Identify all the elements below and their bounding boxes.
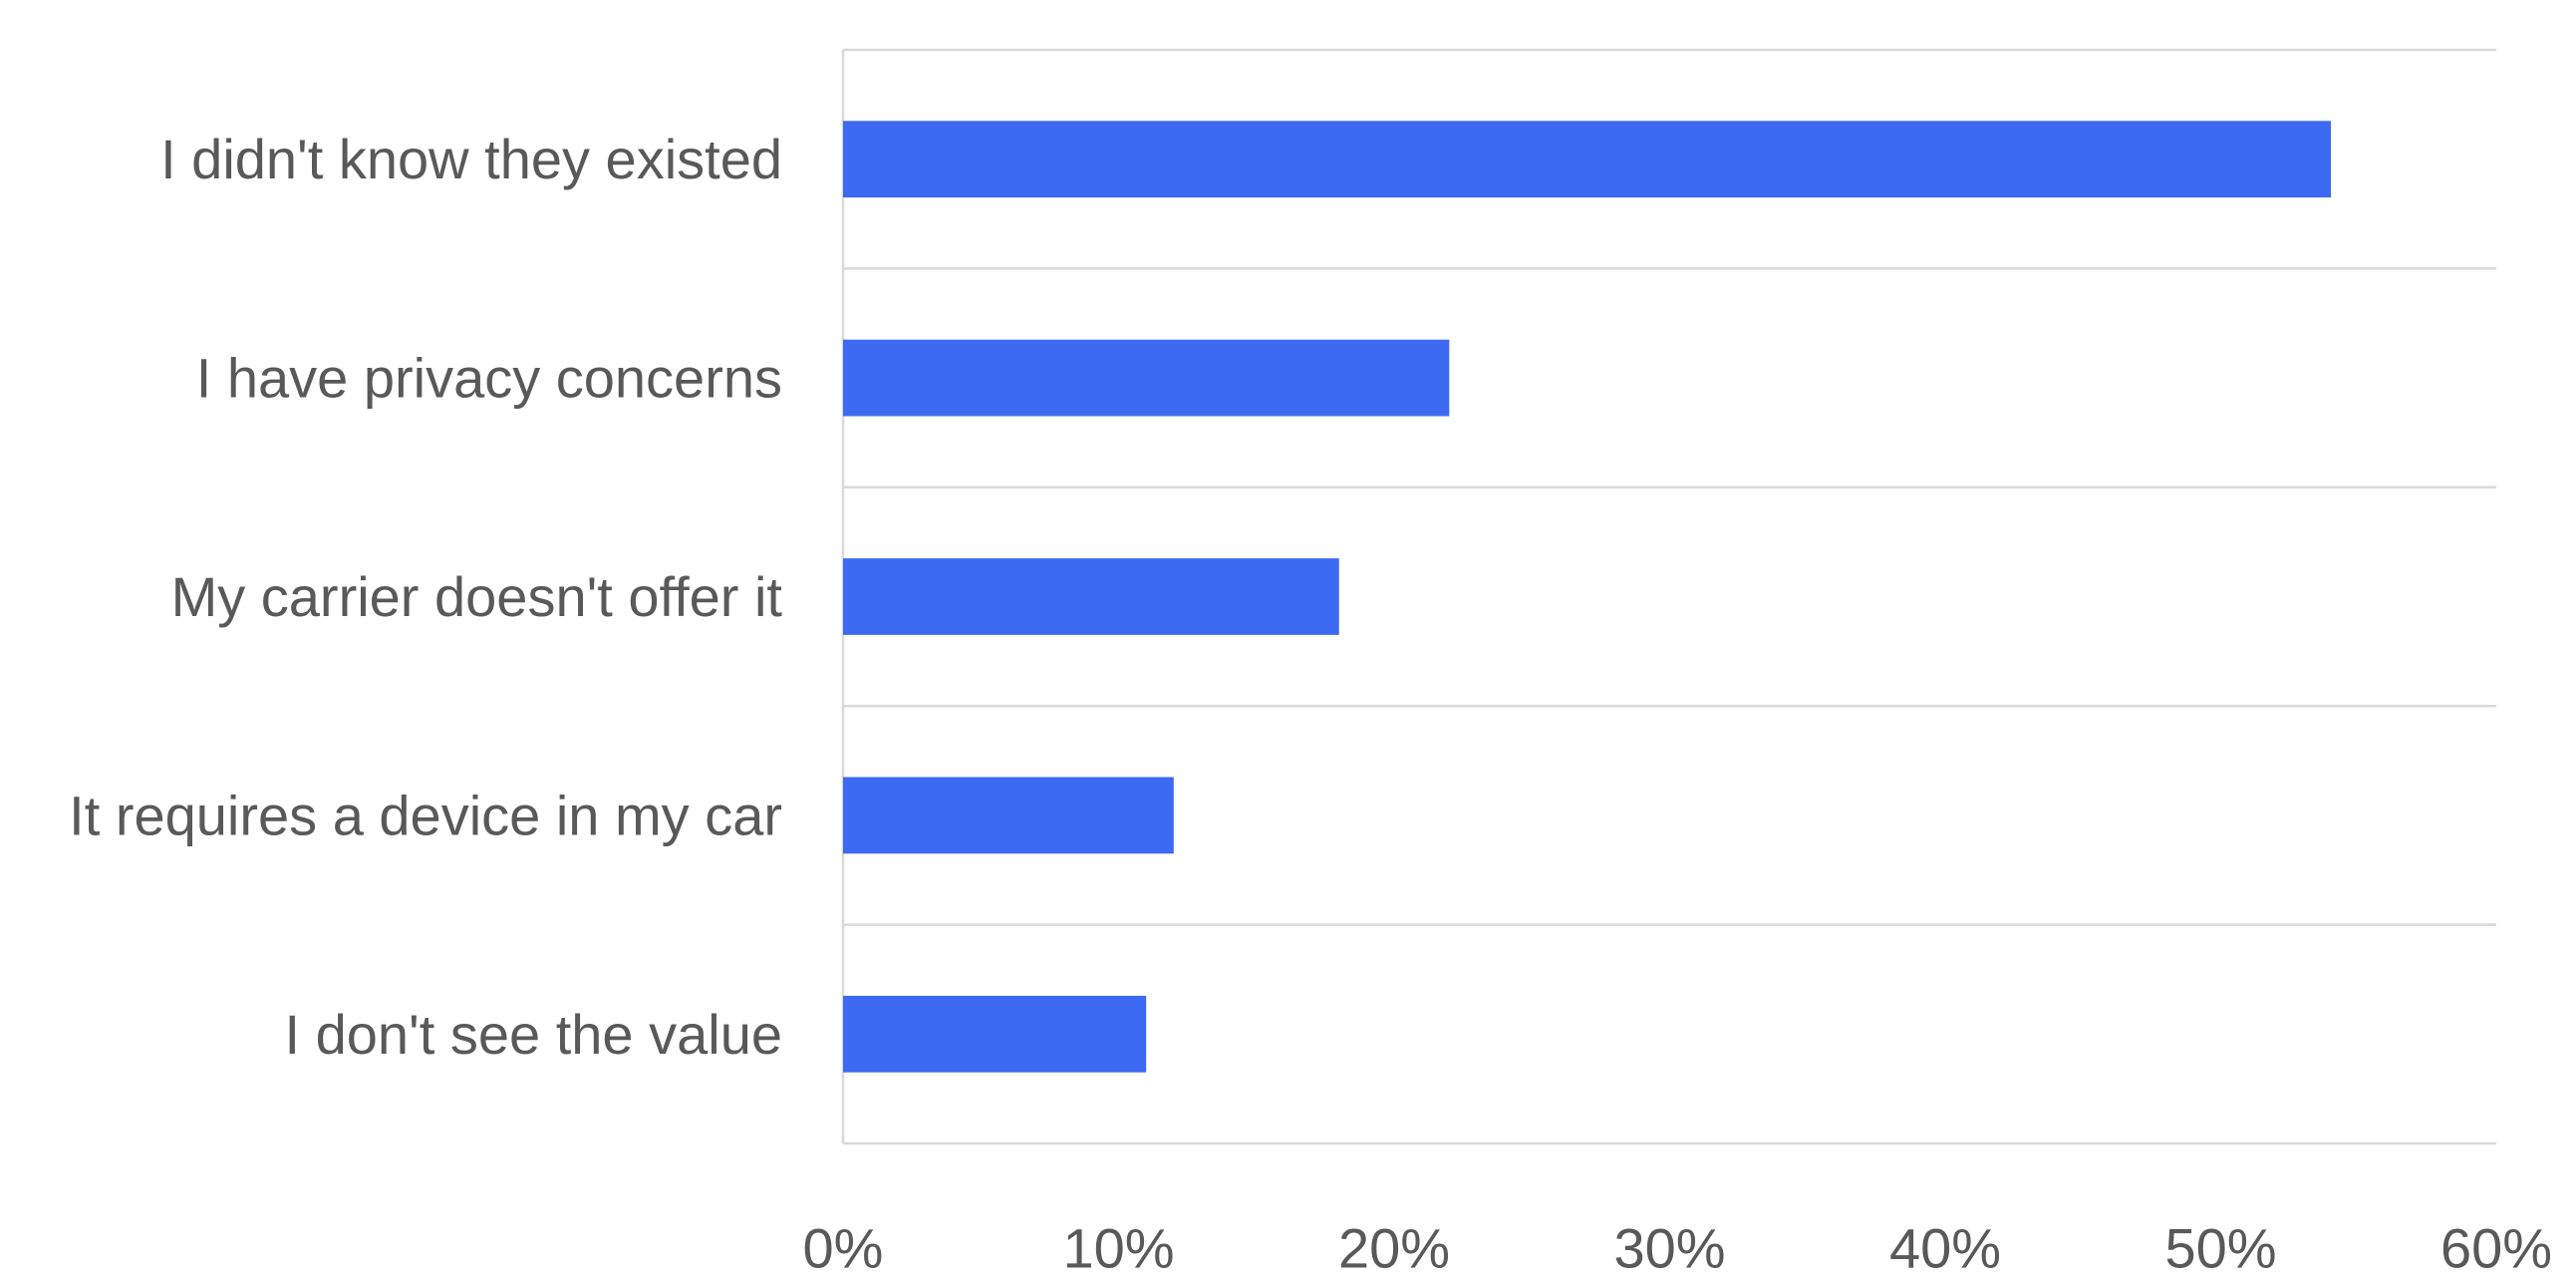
bar — [843, 777, 1174, 854]
bar-layer — [843, 121, 2332, 1073]
bar — [843, 121, 2332, 198]
x-tick-label: 40% — [1889, 1217, 2001, 1280]
bar — [843, 339, 1450, 417]
bar — [843, 558, 1339, 635]
grid-layer — [841, 48, 2496, 1145]
category-label: I don't see the value — [285, 1003, 783, 1066]
x-tick-label: 10% — [1062, 1217, 1174, 1280]
tick-label-layer: 0% 10% 20% 30% 40% 50% 60% — [803, 1217, 2553, 1280]
bar — [843, 995, 1147, 1073]
category-label: I have privacy concerns — [196, 347, 782, 410]
category-label: I didn't know they existed — [160, 128, 782, 190]
x-tick-label: 60% — [2440, 1217, 2552, 1280]
x-tick-label: 30% — [1613, 1217, 1725, 1280]
x-tick-label: 50% — [2164, 1217, 2276, 1280]
category-label: My carrier doesn't offer it — [171, 565, 783, 628]
x-tick-label: 20% — [1338, 1217, 1450, 1280]
category-label-layer: I didn't know they existed I have privacy… — [69, 128, 782, 1066]
category-label: It requires a device in my car — [69, 784, 782, 846]
x-tick-label: 0% — [803, 1217, 884, 1280]
